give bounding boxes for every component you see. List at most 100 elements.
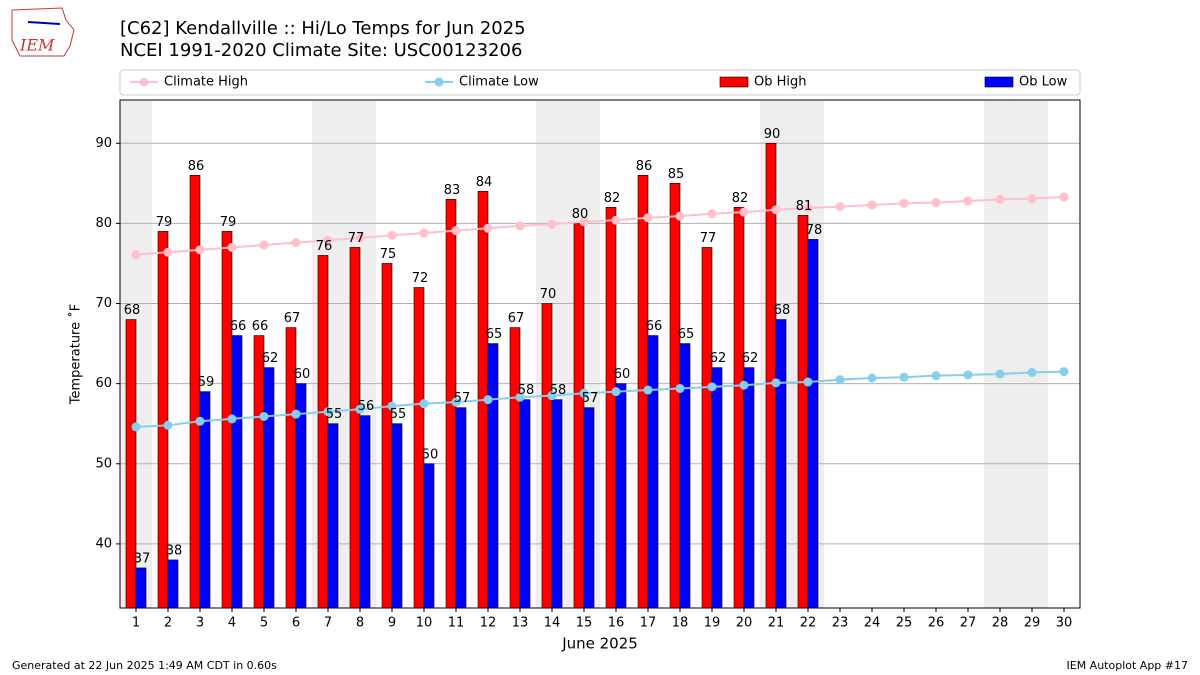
marker <box>803 377 813 387</box>
x-tick-label: 1 <box>132 616 140 631</box>
marker <box>611 215 621 225</box>
marker <box>1059 192 1069 202</box>
data-label: 70 <box>540 287 557 302</box>
bar <box>135 567 147 609</box>
data-label: 58 <box>518 383 535 398</box>
legend-label: Climate Low <box>459 75 539 90</box>
logo-outline <box>11 7 75 57</box>
bar <box>541 303 553 609</box>
bar <box>327 423 339 609</box>
data-label: 57 <box>582 391 599 406</box>
marker <box>1027 367 1037 377</box>
marker <box>995 194 1005 204</box>
bar <box>231 335 243 609</box>
marker <box>963 196 973 206</box>
data-label: 90 <box>764 127 781 142</box>
bar <box>253 335 265 609</box>
marker <box>451 397 461 407</box>
bar <box>701 247 713 609</box>
marker <box>771 205 781 215</box>
y-tick-label: 80 <box>95 216 112 231</box>
data-label: 66 <box>646 319 663 334</box>
bar <box>487 343 499 609</box>
bar <box>743 367 755 609</box>
marker <box>867 373 877 383</box>
data-label: 83 <box>444 183 461 198</box>
legend-label: Ob Low <box>1019 75 1068 90</box>
legend-marker <box>139 77 149 87</box>
bar <box>573 223 585 609</box>
bar <box>711 367 723 609</box>
bar <box>423 463 435 609</box>
marker <box>1059 367 1069 377</box>
marker <box>483 223 493 233</box>
x-tick-label: 2 <box>164 616 172 631</box>
marker <box>579 388 589 398</box>
marker <box>227 414 237 424</box>
bar <box>167 559 179 609</box>
marker <box>387 230 397 240</box>
marker <box>387 401 397 411</box>
x-tick-label: 9 <box>388 616 396 631</box>
x-tick-label: 11 <box>448 616 465 631</box>
data-label: 65 <box>486 327 503 342</box>
data-label: 55 <box>326 407 343 422</box>
data-label: 60 <box>614 367 631 382</box>
bar <box>263 367 275 609</box>
marker <box>259 411 269 421</box>
bar <box>605 207 617 609</box>
x-tick-label: 21 <box>768 616 785 631</box>
legend-swatch <box>984 76 1014 88</box>
marker <box>355 233 365 243</box>
marker <box>707 382 717 392</box>
bar <box>317 255 329 609</box>
legend-label: Climate High <box>164 75 248 90</box>
marker <box>163 247 173 257</box>
y-tick-label: 70 <box>95 296 112 311</box>
data-label: 67 <box>284 311 301 326</box>
marker <box>131 422 141 432</box>
data-label: 66 <box>252 319 269 334</box>
bar <box>615 383 627 609</box>
y-axis-label: Temperature ˚F <box>68 304 84 405</box>
data-label: 84 <box>476 175 493 190</box>
y-tick-label: 40 <box>95 536 112 551</box>
marker <box>867 200 877 210</box>
bar <box>733 207 745 609</box>
data-label: 55 <box>390 407 407 422</box>
data-label: 86 <box>188 159 205 174</box>
bar <box>669 183 681 609</box>
x-axis-label: June 2025 <box>561 635 638 653</box>
data-label: 38 <box>166 543 183 558</box>
data-label: 86 <box>636 159 653 174</box>
marker <box>547 219 557 229</box>
x-tick-label: 4 <box>228 616 236 631</box>
marker <box>323 235 333 245</box>
marker <box>835 202 845 212</box>
y-tick-label: 90 <box>95 136 112 151</box>
data-label: 62 <box>742 351 759 366</box>
marker <box>1027 194 1037 204</box>
chart-title: [C62] Kendallville :: Hi/Lo Temps for Ju… <box>120 18 526 39</box>
marker <box>771 378 781 388</box>
bar <box>189 175 201 609</box>
marker <box>963 370 973 380</box>
x-tick-label: 13 <box>512 616 529 631</box>
bar <box>679 343 691 609</box>
x-tick-label: 12 <box>480 616 497 631</box>
marker <box>451 226 461 236</box>
marker <box>899 372 909 382</box>
marker <box>675 383 685 393</box>
legend-label: Ob High <box>754 75 807 90</box>
data-label: 80 <box>572 207 589 222</box>
marker <box>131 250 141 260</box>
marker <box>227 242 237 252</box>
marker <box>259 240 269 250</box>
data-label: 60 <box>294 367 311 382</box>
marker <box>899 198 909 208</box>
data-label: 50 <box>422 447 439 462</box>
marker <box>739 380 749 390</box>
marker <box>195 245 205 255</box>
x-tick-label: 20 <box>736 616 753 631</box>
bar <box>391 423 403 609</box>
